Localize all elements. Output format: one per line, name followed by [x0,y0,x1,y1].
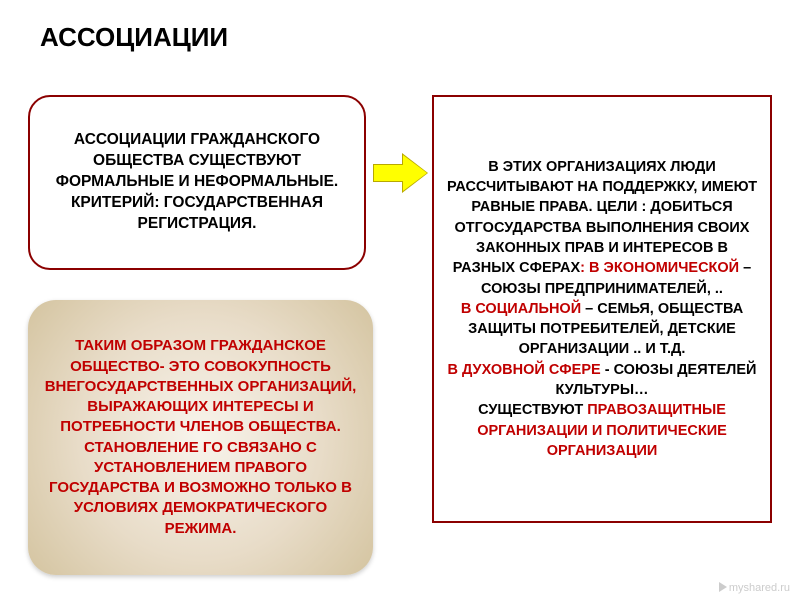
right-economic-label: : В ЭКОНОМИЧЕСКОЙ [580,260,739,276]
box-top-left-text: АССОЦИАЦИИ ГРАЖДАНСКОГО ОБЩЕСТВА СУЩЕСТВ… [40,130,354,235]
page-title: АССОЦИАЦИИ [40,22,228,53]
watermark-text: myshared.ru [729,582,790,594]
watermark: myshared.ru [719,582,790,594]
right-spiritual-label: В ДУХОВНОЙ СФЕРЕ [448,362,601,378]
box-bottom-left-text: ТАКИМ ОБРАЗОМ ГРАЖДАНСКОЕ ОБЩЕСТВО- ЭТО … [40,336,361,539]
right-social-label: В СОЦИАЛЬНОЙ [461,301,581,317]
right-exist-text: СУЩЕСТВУЮТ [478,402,587,418]
box-organizations-spheres: В ЭТИХ ОРГАНИЗАЦИЯХ ЛЮДИ РАССЧИТЫВАЮТ НА… [432,95,772,523]
box-associations-definition: АССОЦИАЦИИ ГРАЖДАНСКОГО ОБЩЕСТВА СУЩЕСТВ… [28,95,366,270]
box-right-text: В ЭТИХ ОРГАНИЗАЦИЯХ ЛЮДИ РАССЧИТЫВАЮТ НА… [444,157,760,461]
right-intro: В ЭТИХ ОРГАНИЗАЦИЯХ ЛЮДИ РАССЧИТЫВАЮТ НА… [447,159,757,276]
play-icon [719,582,727,592]
box-civil-society-summary: ТАКИМ ОБРАЗОМ ГРАЖДАНСКОЕ ОБЩЕСТВО- ЭТО … [28,300,373,575]
arrow-icon [373,155,427,191]
